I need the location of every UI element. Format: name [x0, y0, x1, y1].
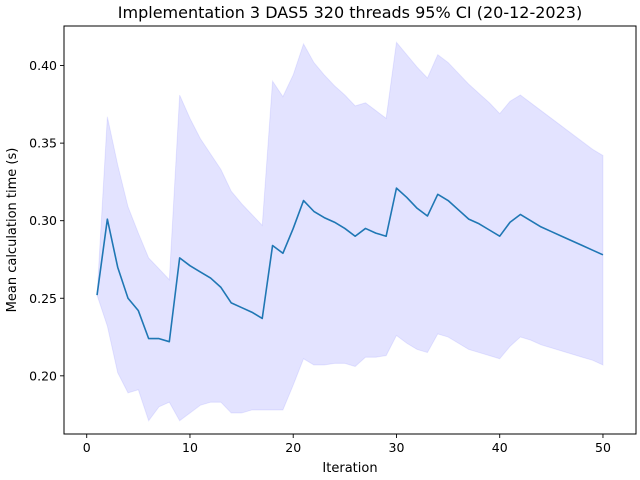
chart-title: Implementation 3 DAS5 320 threads 95% CI…	[118, 3, 582, 22]
plot-area	[96, 41, 604, 422]
x-tick-label: 10	[182, 440, 198, 455]
y-tick-label: 0.25	[29, 291, 57, 306]
x-tick-label: 0	[83, 440, 91, 455]
y-tick-label: 0.35	[29, 136, 57, 151]
x-tick-label: 30	[389, 440, 405, 455]
axes-frame	[63, 25, 637, 435]
mean-line	[96, 187, 604, 343]
y-tick-label: 0.40	[29, 58, 57, 73]
x-tick-label: 40	[492, 440, 508, 455]
x-tick-label: 20	[285, 440, 301, 455]
y-axis-label: Mean calculation time (s)	[5, 148, 20, 313]
x-axis-label: Iteration	[322, 461, 377, 476]
x-axis: 0 10 20 30 40 50	[83, 434, 611, 455]
y-tick-label: 0.20	[29, 368, 57, 383]
x-tick-label: 50	[595, 440, 611, 455]
y-tick-label: 0.30	[29, 213, 57, 228]
y-axis: 0.20 0.25 0.30 0.35 0.40	[29, 58, 64, 383]
